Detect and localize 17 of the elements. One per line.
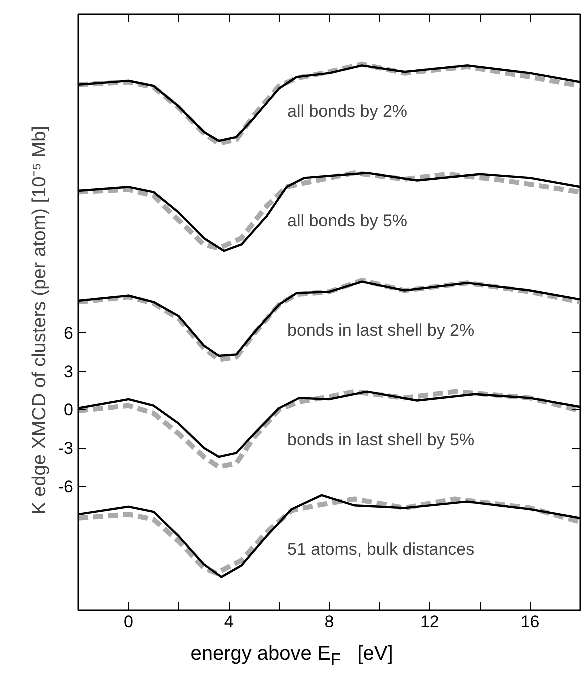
x-tick-label: 8 [324,612,334,632]
x-tick-label: 12 [420,612,440,632]
annotation: all bonds by 2% [288,102,408,121]
x-tick-label: 0 [124,612,134,632]
x-tick-label: 4 [224,612,234,632]
x-axis-title: energy above E$_{F}$ [eV] [190,642,394,671]
annotation: bonds in last shell by 2% [288,321,475,340]
y-tick-label: 6 [64,324,74,343]
annotation: bonds in last shell by 5% [288,430,475,450]
x-tick-label: 16 [520,612,540,632]
y-tick-label: -3 [58,439,74,458]
y-tick-label: 3 [64,362,74,382]
y-tick-label: -6 [58,477,74,496]
y-tick-label: 0 [64,400,74,420]
y-axis-title: K edge XMCD of clusters (per atom) [10⁻⁵ Mb] [29,126,50,515]
annotation: all bonds by 5% [288,212,408,230]
annotation: 51 atoms, bulk distances [288,540,475,559]
